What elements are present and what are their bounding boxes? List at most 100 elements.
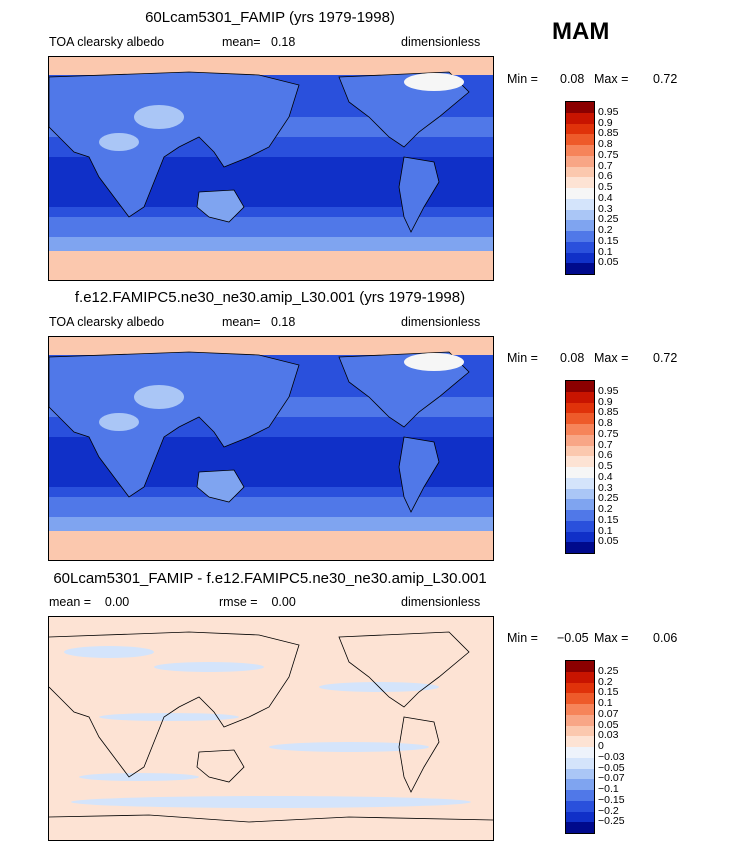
colorbar-tick-label: 0.7: [598, 159, 613, 172]
panel-1-variable-label: TOA clearsky albedo: [49, 35, 165, 49]
colorbar-swatch: [566, 445, 594, 457]
colorbar-tick-label: 0.15: [598, 686, 619, 699]
panel-3-title: 60Lcam5301_FAMIP - f.e12.FAMIPC5.ne30_ne…: [53, 570, 487, 587]
colorbar-swatch: [566, 800, 594, 812]
panel-3-min-value: −0.05: [557, 631, 589, 645]
colorbar-tick-label: −0.15: [598, 793, 625, 806]
colorbar-tick-label: 0.1: [598, 245, 613, 258]
colorbar-tick-label: 0.9: [598, 395, 613, 408]
colorbar-tick-label: −0.1: [598, 783, 619, 795]
panel-3-colorbar: [565, 660, 595, 834]
southern-band: [49, 497, 493, 517]
south-america-land: [398, 436, 440, 513]
colorbar-swatch: [566, 510, 594, 521]
colorbar-swatch: [566, 811, 594, 823]
colorbar-swatch: [566, 542, 594, 553]
colorbar-swatch: [566, 520, 594, 532]
colorbar-tick-label: 0.2: [598, 675, 613, 688]
colorbar-swatch: [566, 231, 594, 242]
colorbar-tick-label: −0.07: [598, 772, 625, 785]
colorbar-tick-label: 0.25: [598, 664, 619, 677]
colorbar-swatch: [566, 467, 594, 478]
colorbar-swatch: [566, 134, 594, 145]
colorbar-swatch: [566, 209, 594, 221]
panel-3-rmse-label: rmse = 0.00: [219, 595, 296, 609]
colorbar-swatch: [566, 155, 594, 167]
colorbar-tick-label: 0.75: [598, 427, 619, 440]
panel-1-title: 60Lcam5301_FAMIP (yrs 1979-1998): [145, 9, 395, 26]
colorbar-tick-label: 0.9: [598, 116, 613, 129]
colorbar-tick-label: 0.8: [598, 138, 613, 150]
colorbar-tick-label: 0.85: [598, 406, 619, 419]
panel-2-max-value: 0.72: [653, 351, 678, 365]
colorbar-swatch: [566, 499, 594, 510]
eurasia-africa-coastline: [49, 631, 300, 778]
colorbar-swatch: [566, 220, 594, 231]
colorbar-tick-label: 0.1: [598, 524, 613, 537]
panel-3-mean-label: mean = 0.00: [49, 595, 130, 609]
colorbar-tick-label: 0.07: [598, 707, 619, 720]
colorbar-tick-label: −0.25: [598, 815, 625, 828]
colorbar-tick-label: 0.15: [598, 234, 619, 247]
colorbar-tick-label: 0.75: [598, 148, 619, 161]
south-america-land: [398, 156, 440, 233]
panel-2-map-svg: [49, 337, 493, 560]
colorbar-swatch: [566, 768, 594, 780]
colorbar-swatch: [566, 198, 594, 210]
panel-2-max-label: Max =: [594, 351, 629, 365]
colorbar-swatch: [566, 263, 594, 274]
colorbar-tick-label: 0.05: [598, 718, 619, 731]
panel-1-map: [48, 56, 494, 281]
colorbar-swatch: [566, 381, 594, 392]
colorbar-tick-label: 0.05: [598, 535, 619, 548]
antarctica-region: [49, 531, 493, 560]
colorbar-tick-label: 0.3: [598, 202, 613, 215]
panel-1-min-value: 0.08: [560, 72, 585, 86]
southern-band: [49, 217, 493, 237]
negative-patch-5: [269, 742, 429, 752]
colorbar-swatch: [566, 725, 594, 737]
colorbar-tick-label: 0.25: [598, 213, 619, 226]
colorbar-tick-label: −0.05: [598, 761, 625, 774]
panel-2-map: [48, 336, 494, 561]
colorbar-tick-label: 0.85: [598, 127, 619, 140]
greenland-highlight: [404, 73, 464, 91]
colorbar-tick-label: 0.05: [598, 256, 619, 269]
colorbar-swatch: [566, 456, 594, 467]
australia-land: [196, 189, 245, 223]
colorbar-swatch: [566, 488, 594, 500]
eurasia-africa-land: [49, 71, 300, 218]
season-label: MAM: [552, 18, 610, 45]
colorbar-swatch: [566, 714, 594, 726]
colorbar-swatch: [566, 188, 594, 199]
southern-ocean-band: [49, 237, 493, 251]
colorbar-swatch: [566, 736, 594, 747]
colorbar-swatch: [566, 661, 594, 672]
colorbar-swatch: [566, 177, 594, 188]
colorbar-swatch: [566, 166, 594, 178]
eurasia-africa-land: [49, 351, 300, 498]
colorbar-tick-label: 0.6: [598, 449, 613, 462]
australia-coastline: [196, 749, 245, 783]
colorbar-tick-label: 0.25: [598, 492, 619, 505]
panel-1-max-label: Max =: [594, 72, 629, 86]
colorbar-swatch: [566, 102, 594, 113]
desert-highlight-1: [134, 105, 184, 129]
colorbar-tick-label: 0.5: [598, 460, 613, 472]
australia-land: [196, 469, 245, 503]
colorbar-tick-label: 0.95: [598, 384, 619, 397]
colorbar-swatch: [566, 252, 594, 264]
colorbar-swatch: [566, 402, 594, 414]
panel-3-min-label: Min =: [507, 631, 538, 645]
desert-highlight-2: [99, 413, 139, 431]
colorbar-swatch: [566, 757, 594, 769]
negative-patch-6: [79, 773, 199, 781]
antarctica-coastline: [49, 814, 493, 823]
colorbar-tick-label: 0.6: [598, 170, 613, 183]
colorbar-swatch: [566, 790, 594, 801]
antarctica-region: [49, 251, 493, 280]
colorbar-tick-label: 0.7: [598, 438, 613, 451]
panel-1-min-label: Min =: [507, 72, 538, 86]
colorbar-tick-label: −0.03: [598, 750, 625, 763]
colorbar-swatch: [566, 241, 594, 253]
